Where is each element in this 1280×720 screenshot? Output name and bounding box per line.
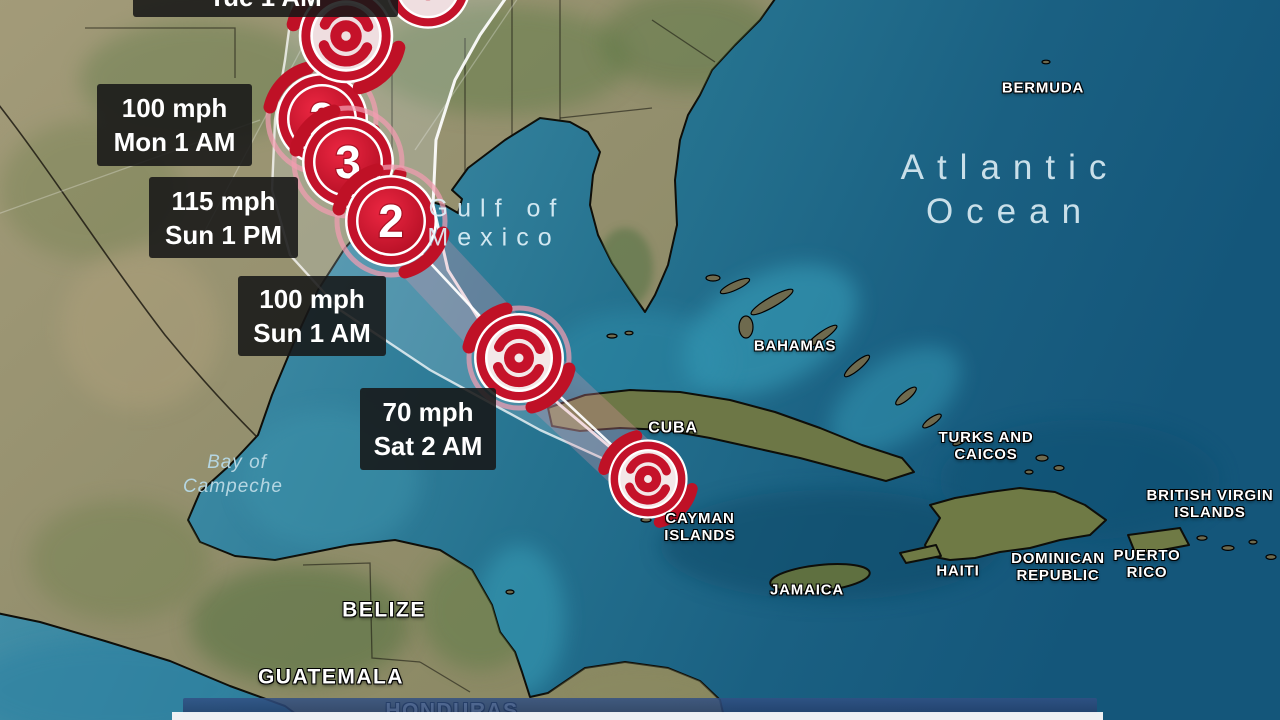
callout-tue-1am: Tue 1 AM	[133, 0, 398, 17]
jamaica-label: JAMAICA	[770, 581, 844, 599]
bay-of-campeche-label-line2: Campeche	[183, 476, 283, 497]
gulf-of-mexico-label-line1: Gulf of	[428, 194, 566, 223]
haiti-label: HAITI	[936, 562, 980, 580]
puerto-rico-island	[1127, 527, 1190, 556]
category-2-icon-lower: 2	[332, 163, 450, 279]
jamaica-island	[769, 563, 871, 593]
cayman-islands-label: CAYMAN ISLANDS	[664, 510, 736, 544]
dominican-republic-label: DOMINICAN REPUBLIC	[1011, 550, 1105, 584]
guatemala-label: GUATEMALA	[257, 665, 405, 689]
cuba-island	[547, 389, 915, 482]
lower-third-white-strip	[172, 713, 1103, 720]
gulf-of-mexico-label-line2: Mexico	[427, 223, 561, 252]
belize-label: BELIZE	[342, 598, 426, 622]
callout-sat-2am: 70 mph Sat 2 AM	[360, 388, 496, 470]
hurricane-symbol-icon-top	[286, 0, 406, 95]
bay-of-campeche-label-line1: Bay of	[207, 452, 267, 473]
atlantic-ocean-label-line2: Ocean	[925, 192, 1095, 231]
callout-sun-1pm: 115 mph Sun 1 PM	[149, 177, 298, 258]
atlantic-ocean-label-line1: Atlantic	[900, 148, 1120, 187]
hurricane-symbol-icon-gulf	[462, 302, 576, 414]
turks-and-caicos-label: TURKS AND CAICOS	[938, 429, 1034, 463]
british-virgin-islands-label: BRITISH VIRGIN ISLANDS	[1146, 487, 1274, 521]
islands	[505, 59, 1277, 595]
bahamas-label: BAHAMAS	[753, 337, 837, 355]
puerto-rico-label: PUERTO RICO	[1113, 547, 1181, 581]
category-number: 2	[378, 195, 404, 247]
callout-mon-1am: 100 mph Mon 1 AM	[97, 84, 252, 166]
hispaniola-island	[924, 487, 1107, 561]
haiti-peninsula	[899, 544, 942, 564]
cuba-label: CUBA	[648, 419, 698, 437]
bermuda-label: BERMUDA	[1001, 79, 1085, 97]
callout-sun-1am: 100 mph Sun 1 AM	[238, 276, 386, 356]
hurricane-symbol-icon-current	[598, 430, 698, 528]
hurricane-symbol-icon-clipped	[387, 0, 469, 29]
